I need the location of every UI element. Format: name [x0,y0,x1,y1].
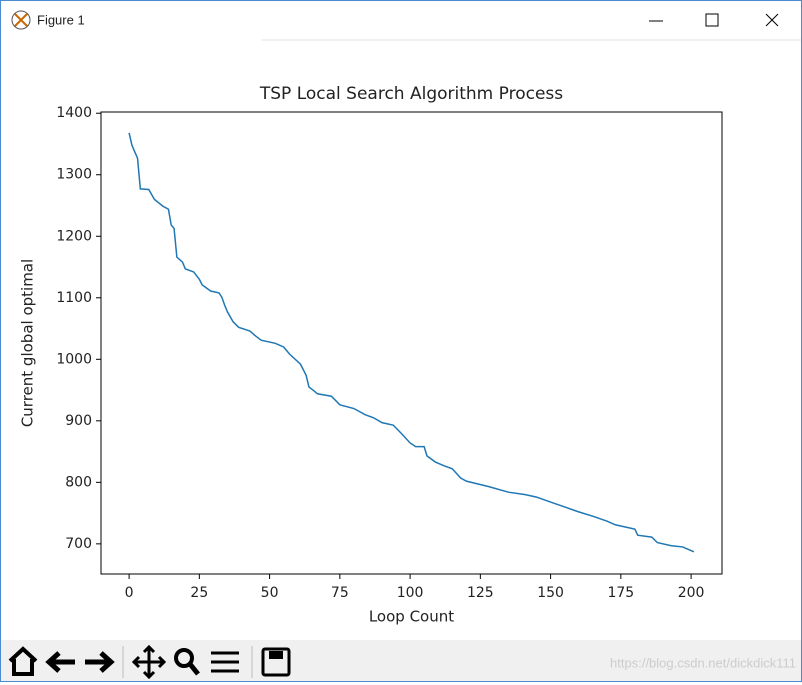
x-tick-label: 100 [397,585,424,601]
y-tick-label: 1400 [56,105,92,121]
x-tick-label: 75 [331,585,349,601]
x-tick-label: 25 [190,585,208,601]
x-axis-label: Loop Count [369,608,454,626]
x-tick-label: 175 [607,585,634,601]
axes-frame [100,111,723,575]
x-tick-label: 150 [537,585,564,601]
plot: TSP Local Search Algorithm Process Loop C… [19,84,723,626]
x-tick-label: 200 [678,585,705,601]
x-tick-label: 0 [125,585,134,601]
close-button[interactable] [765,13,779,27]
save-icon-part [269,651,283,659]
pan-button[interactable] [131,644,167,680]
y-tick-label: 1100 [56,290,92,306]
forward-button[interactable] [85,651,115,673]
configure-button[interactable] [211,651,239,673]
app-icon-mark [14,13,28,27]
y-tick-label: 1200 [56,228,92,244]
x-tick-label: 50 [261,585,279,601]
window-title: Figure 1 [37,12,85,27]
zoom-handle [188,662,200,676]
zoom-button[interactable] [174,648,194,668]
y-axis-label: Current global optimal [19,259,37,427]
y-tick-label: 1000 [56,351,92,367]
toolbar: https://blog.csdn.net/dickdick111 [1,640,801,681]
back-button[interactable] [45,651,75,673]
watermark: https://blog.csdn.net/dickdick111 [610,655,796,670]
maximize-button[interactable] [705,13,719,27]
y-tick-label: 700 [65,536,92,552]
save-button[interactable] [261,647,291,677]
data-line [128,132,695,553]
chart-title: TSP Local Search Algorithm Process [259,84,563,104]
home-button[interactable] [8,646,38,676]
y-tick-label: 800 [65,474,92,490]
y-tick-label: 900 [65,413,92,429]
title-bar: Figure 1 [11,10,801,41]
x-tick-label: 125 [467,585,494,601]
y-tick-label: 1300 [56,167,92,183]
